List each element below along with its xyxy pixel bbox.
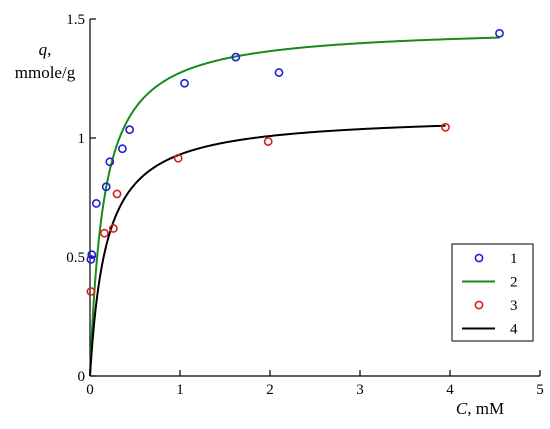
x-axis-variable: C [456, 399, 468, 418]
series-3-point [112, 189, 122, 199]
legend-items: 1 2 3 4 [462, 251, 518, 338]
y-axis-label: q, [39, 40, 52, 59]
series-1-point [274, 68, 284, 77]
series-3-point [100, 228, 109, 238]
y-tick-label: 0 [78, 369, 86, 385]
x-axis-unit: , mM [467, 399, 504, 418]
x-axis-label: C, mM [456, 399, 504, 418]
series-1-point [125, 125, 135, 135]
y-axis-unit: mmole/g [15, 63, 76, 82]
series-3-point [263, 137, 273, 146]
y-axis-variable: q [39, 40, 48, 59]
series-3-point [109, 224, 118, 233]
legend-marker-3 [474, 300, 484, 310]
x-tick-label: 0 [86, 382, 94, 398]
series-1-point [101, 182, 111, 192]
legend: 1 2 3 4 [451, 243, 534, 342]
legend-box [451, 243, 534, 342]
series-1-point [105, 157, 115, 167]
legend-marker-1 [474, 253, 484, 263]
fit-curves [89, 36, 500, 377]
y-tick-label: 1 [78, 131, 86, 147]
data-markers [86, 28, 504, 296]
x-tick-label: 1 [176, 382, 184, 398]
series-1-point [231, 52, 241, 62]
y-tick-label: 0.5 [66, 250, 85, 266]
axes [89, 19, 540, 377]
series-1-point [180, 78, 189, 88]
series-2-line [89, 36, 500, 376]
series-1-point [87, 250, 97, 260]
legend-label-4: 4 [510, 322, 518, 338]
series-1-point [118, 144, 127, 154]
legend-label-2: 2 [510, 275, 518, 291]
series-1-point [91, 199, 101, 208]
y-ticks: 0 0.5 1 1.5 [66, 12, 96, 385]
x-tick-label: 4 [446, 382, 454, 398]
y-tick-label: 1.5 [66, 12, 85, 28]
series-3-point [86, 287, 96, 296]
x-ticks: 0 1 2 3 4 5 [86, 370, 544, 398]
series-3-point [173, 153, 183, 163]
series-1-point [495, 28, 504, 38]
x-tick-label: 3 [356, 382, 364, 398]
legend-label-1: 1 [510, 251, 518, 267]
series-3-point [441, 122, 450, 132]
legend-label-3: 3 [510, 298, 518, 314]
y-axis-comma: , [47, 40, 51, 59]
x-tick-label: 2 [266, 382, 274, 398]
x-tick-label: 5 [536, 382, 544, 398]
series-4-line [89, 124, 446, 377]
series-1-point [86, 254, 96, 264]
